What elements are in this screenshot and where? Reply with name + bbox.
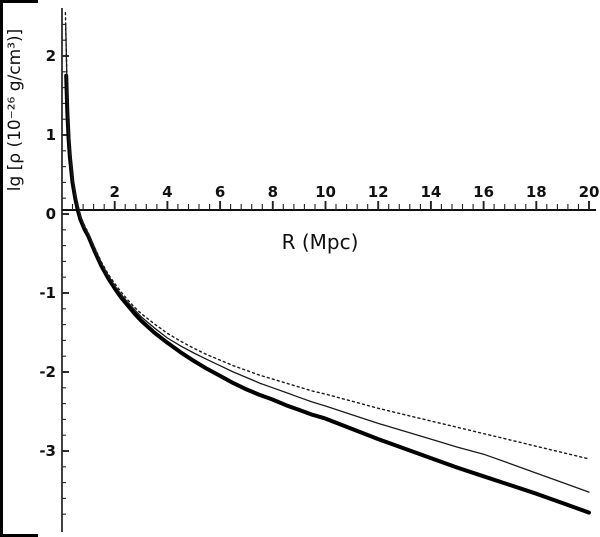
y-tick-label: 0 xyxy=(46,205,56,223)
thick-solid-curve xyxy=(64,73,591,515)
x-tick-label: 16 xyxy=(473,183,494,201)
frame-artifact-left xyxy=(0,0,3,537)
thin-solid-curve xyxy=(65,23,590,493)
x-tick-label: 4 xyxy=(162,183,172,201)
y-tick-label: -1 xyxy=(39,284,56,302)
y-axis-label: lg [ρ (10⁻²⁶ g/cm³)] xyxy=(5,29,25,192)
x-tick-label: 18 xyxy=(526,183,547,201)
x-tick-label: 20 xyxy=(579,183,600,201)
x-tick-label: 12 xyxy=(368,183,389,201)
x-tick-label: 14 xyxy=(420,183,441,201)
y-tick-label: -3 xyxy=(39,442,56,460)
x-tick-label: 10 xyxy=(315,183,336,201)
x-tick-label: 6 xyxy=(215,183,225,201)
dotted-curve xyxy=(64,11,590,460)
y-tick-label: 2 xyxy=(46,47,56,65)
x-tick-label: 8 xyxy=(268,183,278,201)
curves-group xyxy=(64,11,591,515)
x-axis-label: R (Mpc) xyxy=(282,230,359,254)
axis-ticks-group xyxy=(62,23,590,515)
frame-artifact-bottom-left xyxy=(0,534,38,537)
axes-group xyxy=(61,8,596,532)
x-tick-label: 2 xyxy=(109,183,119,201)
y-tick-label: -2 xyxy=(39,363,56,381)
y-tick-label: 1 xyxy=(46,126,56,144)
frame-artifact-top-left xyxy=(0,0,38,3)
